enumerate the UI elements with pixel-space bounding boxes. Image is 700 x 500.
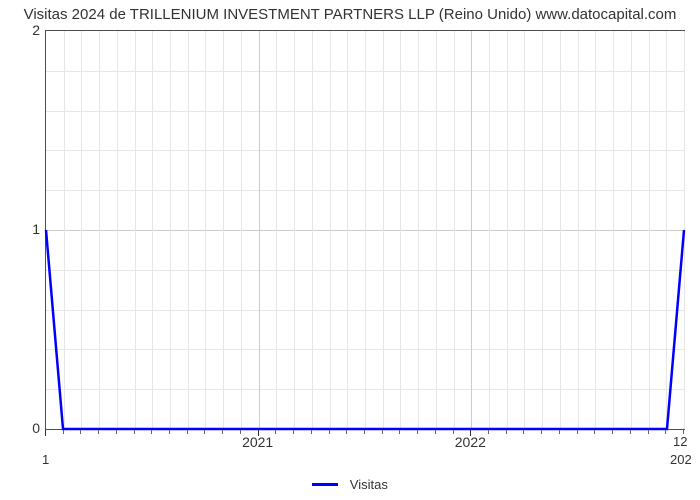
x-major-tick xyxy=(470,430,471,436)
x-minor-tick xyxy=(151,430,152,434)
x-minor-tick xyxy=(98,430,99,434)
x-minor-tick xyxy=(382,430,383,434)
y-tick-label: 0 xyxy=(10,420,40,436)
x-minor-tick xyxy=(648,430,649,434)
x-right-secondary-label: 202 xyxy=(670,452,692,467)
x-minor-tick xyxy=(594,430,595,434)
x-left-edge-label: 1 xyxy=(42,452,49,467)
x-minor-tick xyxy=(399,430,400,434)
x-minor-tick xyxy=(453,430,454,434)
x-minor-tick xyxy=(506,430,507,434)
x-minor-tick xyxy=(523,430,524,434)
x-minor-tick xyxy=(612,430,613,434)
grid-v-minor xyxy=(684,31,685,429)
x-minor-tick xyxy=(80,430,81,434)
x-minor-tick xyxy=(222,430,223,434)
x-tick-label: 2021 xyxy=(242,434,273,450)
x-minor-tick xyxy=(559,430,560,434)
legend: Visitas xyxy=(0,476,700,492)
x-minor-tick xyxy=(187,430,188,434)
x-minor-tick xyxy=(204,430,205,434)
x-major-tick xyxy=(45,430,46,436)
x-minor-tick xyxy=(275,430,276,434)
y-tick-label: 2 xyxy=(10,22,40,38)
x-minor-tick xyxy=(435,430,436,434)
x-minor-tick xyxy=(346,430,347,434)
x-minor-tick xyxy=(329,430,330,434)
x-minor-tick xyxy=(63,430,64,434)
y-tick-label: 1 xyxy=(10,221,40,237)
x-minor-tick xyxy=(134,430,135,434)
chart-title: Visitas 2024 de TRILLENIUM INVESTMENT PA… xyxy=(0,6,700,23)
x-right-edge-label: 12 xyxy=(673,434,687,449)
x-tick-label: 2022 xyxy=(455,434,486,450)
x-minor-tick xyxy=(240,430,241,434)
x-minor-tick xyxy=(417,430,418,434)
x-minor-tick xyxy=(665,430,666,434)
x-minor-tick xyxy=(116,430,117,434)
plot-area xyxy=(45,30,685,430)
x-minor-tick xyxy=(293,430,294,434)
x-minor-tick xyxy=(541,430,542,434)
legend-swatch xyxy=(312,483,338,486)
legend-label: Visitas xyxy=(350,477,388,492)
x-major-tick xyxy=(258,430,259,436)
series-line-visitas xyxy=(46,31,684,429)
x-minor-tick xyxy=(577,430,578,434)
x-minor-tick xyxy=(169,430,170,434)
x-minor-tick xyxy=(364,430,365,434)
x-minor-tick xyxy=(630,430,631,434)
x-minor-tick xyxy=(488,430,489,434)
x-minor-tick xyxy=(311,430,312,434)
